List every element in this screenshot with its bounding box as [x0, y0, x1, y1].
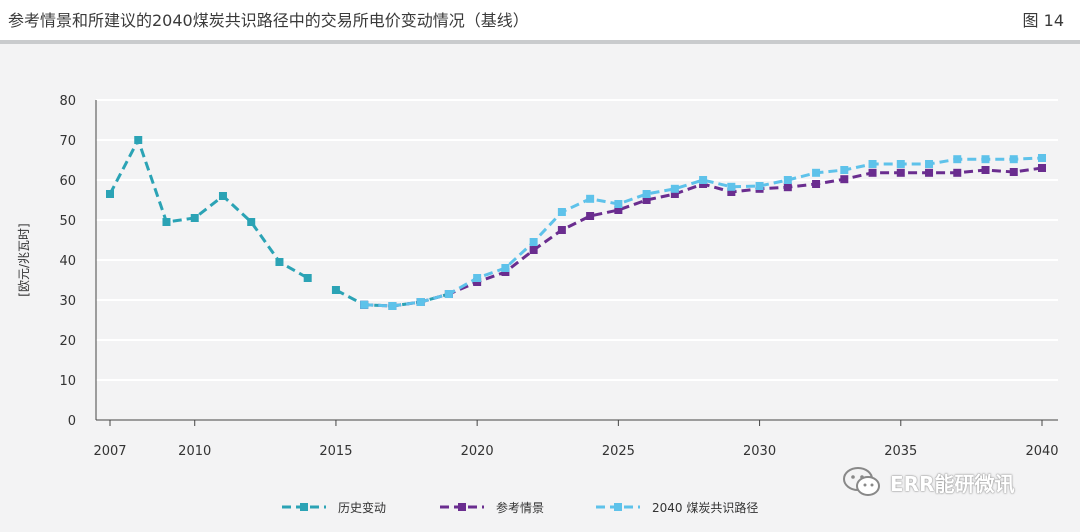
data-point-2-0-18	[868, 160, 877, 168]
legend-marker-2	[614, 503, 622, 511]
data-point-1-0-18	[868, 168, 877, 177]
data-point-2-0-5	[501, 264, 510, 272]
data-point-2-0-1	[388, 302, 397, 310]
legend: 历史变动 参考情景 2040 煤炭共识路径	[282, 500, 758, 515]
x-tick-2025: 2025	[602, 444, 635, 459]
data-point-1-0-20	[925, 168, 934, 177]
data-point-2-0-7	[557, 208, 566, 216]
x-tick-2035: 2035	[884, 444, 917, 459]
data-point-2-0-10	[642, 190, 651, 198]
data-point-1-0-24	[1038, 164, 1046, 172]
data-point-0-1-0	[331, 286, 340, 294]
data-point-2-0-24	[1038, 154, 1046, 162]
data-point-2-0-14	[755, 182, 764, 190]
data-point-2-0-6	[529, 238, 538, 246]
y-tick-50: 50	[59, 214, 76, 229]
figure-label: 图 14	[1022, 11, 1064, 30]
data-point-1-0-22	[981, 166, 990, 174]
legend-label-2: 2040 煤炭共识路径	[652, 500, 758, 515]
data-point-1-0-16	[812, 180, 821, 188]
legend-marker-1	[458, 503, 466, 511]
grid-lines	[96, 99, 1058, 381]
x-tick-2010: 2010	[178, 444, 211, 459]
data-point-2-0-0	[360, 300, 369, 309]
data-point-2-0-19	[896, 160, 905, 168]
y-tick-80: 80	[59, 94, 76, 109]
plot-background	[0, 44, 1080, 532]
data-point-1-0-13	[727, 188, 736, 196]
data-point-0-0-0	[106, 190, 114, 198]
data-point-2-0-2	[416, 298, 425, 306]
data-point-1-0-7	[557, 226, 566, 234]
data-point-2-0-21	[953, 155, 962, 164]
y-axis-label: [欧元/兆瓦时]	[17, 223, 31, 296]
y-tick-60: 60	[59, 174, 76, 189]
data-point-1-0-11	[670, 190, 679, 198]
header: 参考情景和所建议的2040煤炭共识路径中的交易所电价变动情况（基线） 图 14	[0, 0, 1080, 40]
y-tick-0: 0	[68, 414, 76, 429]
data-point-2-0-17	[840, 166, 849, 174]
series-line-0-0	[108, 136, 309, 280]
data-point-1-0-17	[840, 175, 849, 184]
title-divider	[0, 40, 1080, 44]
data-point-2-0-15	[783, 176, 792, 184]
data-point-1-0-23	[1009, 168, 1018, 176]
chart-title: 参考情景和所建议的2040煤炭共识路径中的交易所电价变动情况（基线）	[8, 11, 529, 30]
x-tick-labels: 2007 2010 2015 2020 2025 2030 2035 2040	[93, 420, 1059, 459]
data-point-2-0-9	[614, 200, 623, 208]
axes	[95, 100, 1058, 421]
data-point-2-0-8	[586, 194, 595, 203]
series-1	[360, 164, 1046, 310]
legend-label-0: 历史变动	[338, 500, 386, 515]
data-point-1-0-10	[642, 196, 651, 204]
y-tick-40: 40	[59, 254, 76, 269]
wechat-icon	[843, 467, 880, 496]
data-point-1-0-15	[783, 183, 792, 192]
data-point-0-0-2	[162, 218, 171, 226]
legend-marker-0	[300, 503, 308, 511]
data-point-0-0-4	[218, 192, 227, 200]
data-point-2-0-11	[670, 184, 679, 193]
series-0	[106, 136, 453, 310]
data-point-1-0-8	[586, 212, 595, 220]
data-point-0-0-7	[303, 274, 312, 282]
series-2	[360, 154, 1046, 310]
data-point-0-0-6	[275, 258, 284, 266]
data-point-2-0-16	[812, 168, 821, 177]
x-tick-2040: 2040	[1025, 444, 1058, 459]
data-point-0-0-1	[134, 136, 143, 144]
y-tick-10: 10	[59, 374, 76, 389]
x-tick-2015: 2015	[319, 444, 352, 459]
data-point-1-0-21	[953, 168, 962, 177]
data-point-1-0-19	[896, 168, 905, 177]
y-tick-70: 70	[59, 134, 76, 149]
x-tick-2007: 2007	[93, 444, 126, 459]
data-point-2-0-13	[727, 182, 736, 191]
data-point-2-0-23	[1009, 155, 1018, 164]
x-tick-2030: 2030	[743, 444, 776, 459]
data-point-2-0-4	[473, 274, 482, 282]
data-point-1-0-9	[614, 206, 623, 214]
data-point-2-0-20	[925, 160, 934, 168]
data-point-2-0-12	[699, 176, 708, 184]
legend-label-1: 参考情景	[496, 500, 544, 515]
y-tick-20: 20	[59, 334, 76, 349]
data-point-2-0-22	[981, 155, 990, 164]
data-point-1-0-6	[529, 246, 538, 254]
data-point-0-0-3	[190, 214, 199, 222]
data-point-2-0-3	[444, 290, 453, 298]
watermark-text: ERR能研微讯	[890, 471, 1015, 496]
y-tick-labels: 0 10 20 30 40 50 60 70 80	[59, 94, 76, 429]
data-point-0-0-5	[247, 218, 256, 226]
y-tick-30: 30	[59, 294, 76, 309]
watermark: ERR能研微讯	[842, 464, 1014, 500]
x-tick-2020: 2020	[461, 444, 494, 459]
series-group	[106, 136, 1046, 310]
